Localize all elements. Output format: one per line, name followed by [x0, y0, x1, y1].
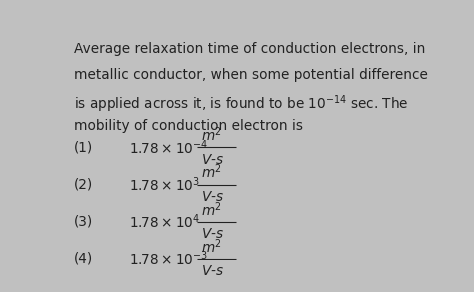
- Text: mobility of conduction electron is: mobility of conduction electron is: [74, 119, 303, 133]
- Text: Average relaxation time of conduction electrons, in: Average relaxation time of conduction el…: [74, 42, 425, 56]
- Text: (3): (3): [74, 215, 93, 229]
- Text: $V$-$s$: $V$-$s$: [201, 190, 224, 204]
- Text: $1.78\times10^{4}$: $1.78\times10^{4}$: [129, 212, 200, 231]
- Text: $1.78\times10^{-3}$: $1.78\times10^{-3}$: [129, 249, 208, 268]
- Text: $V$-$s$: $V$-$s$: [201, 227, 224, 241]
- Text: (4): (4): [74, 252, 93, 266]
- Text: $V$-$s$: $V$-$s$: [201, 153, 224, 167]
- Text: $1.78\times10^{-4}$: $1.78\times10^{-4}$: [129, 138, 208, 157]
- Text: $m^2$: $m^2$: [201, 237, 222, 256]
- Text: $1.78\times10^{3}$: $1.78\times10^{3}$: [129, 175, 200, 194]
- Text: (1): (1): [74, 140, 93, 154]
- Text: metallic conductor, when some potential difference: metallic conductor, when some potential …: [74, 68, 428, 82]
- Text: $m^2$: $m^2$: [201, 200, 222, 219]
- Text: $m^2$: $m^2$: [201, 126, 222, 144]
- Text: $m^2$: $m^2$: [201, 163, 222, 182]
- Text: is applied across it, is found to be $10^{-14}$ sec. The: is applied across it, is found to be $10…: [74, 93, 409, 115]
- Text: (2): (2): [74, 178, 93, 192]
- Text: $V$-$s$: $V$-$s$: [201, 264, 224, 278]
